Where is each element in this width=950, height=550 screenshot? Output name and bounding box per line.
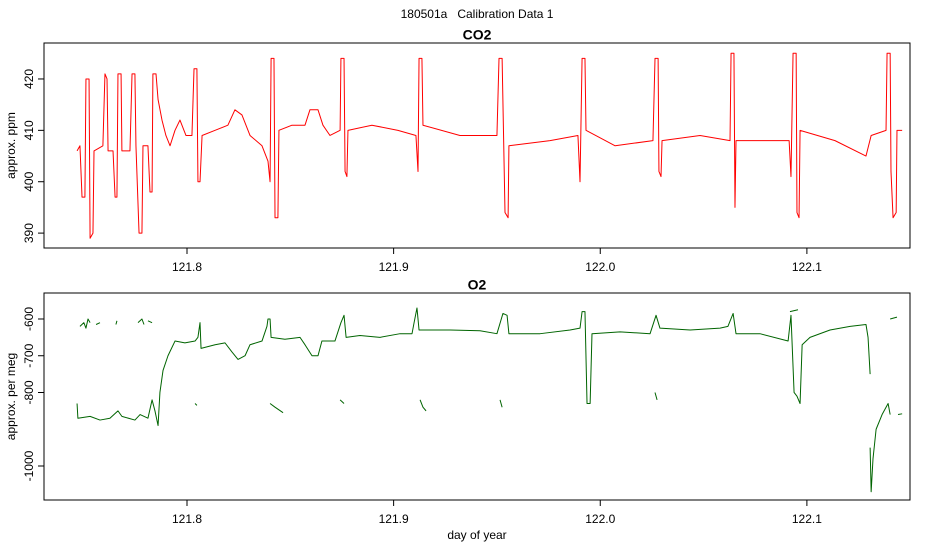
y-axis-label: approx. per meg <box>4 353 18 440</box>
x-tick-label: 121.9 <box>379 260 409 274</box>
data-line <box>76 52 903 239</box>
plot-frame <box>43 42 911 249</box>
x-tick-label: 122.0 <box>585 512 615 526</box>
data-line <box>76 307 903 493</box>
x-tick-label: 122.0 <box>585 260 615 274</box>
plot-frame <box>43 292 911 501</box>
y-tick-label: -1000 <box>22 450 36 481</box>
x-tick-label: 121.8 <box>172 260 202 274</box>
panel-title: O2 <box>468 277 487 293</box>
y-tick-label: 420 <box>22 69 36 89</box>
y-tick-label: -600 <box>22 307 36 331</box>
page-title: 180501a Calibration Data 1 <box>401 7 554 21</box>
y-axis-label: approx. ppm <box>4 112 18 179</box>
panel-title: CO2 <box>463 27 492 43</box>
x-axis-label: day of year <box>447 528 506 542</box>
y-tick-label: -700 <box>22 343 36 367</box>
x-tick-label: 122.1 <box>792 512 822 526</box>
x-tick-label: 121.9 <box>379 512 409 526</box>
x-tick-label: 122.1 <box>792 260 822 274</box>
y-tick-label: 410 <box>22 120 36 140</box>
y-tick-label: 400 <box>22 171 36 191</box>
y-tick-label: 390 <box>22 223 36 243</box>
x-tick-label: 121.8 <box>172 512 202 526</box>
y-tick-label: -800 <box>22 380 36 404</box>
